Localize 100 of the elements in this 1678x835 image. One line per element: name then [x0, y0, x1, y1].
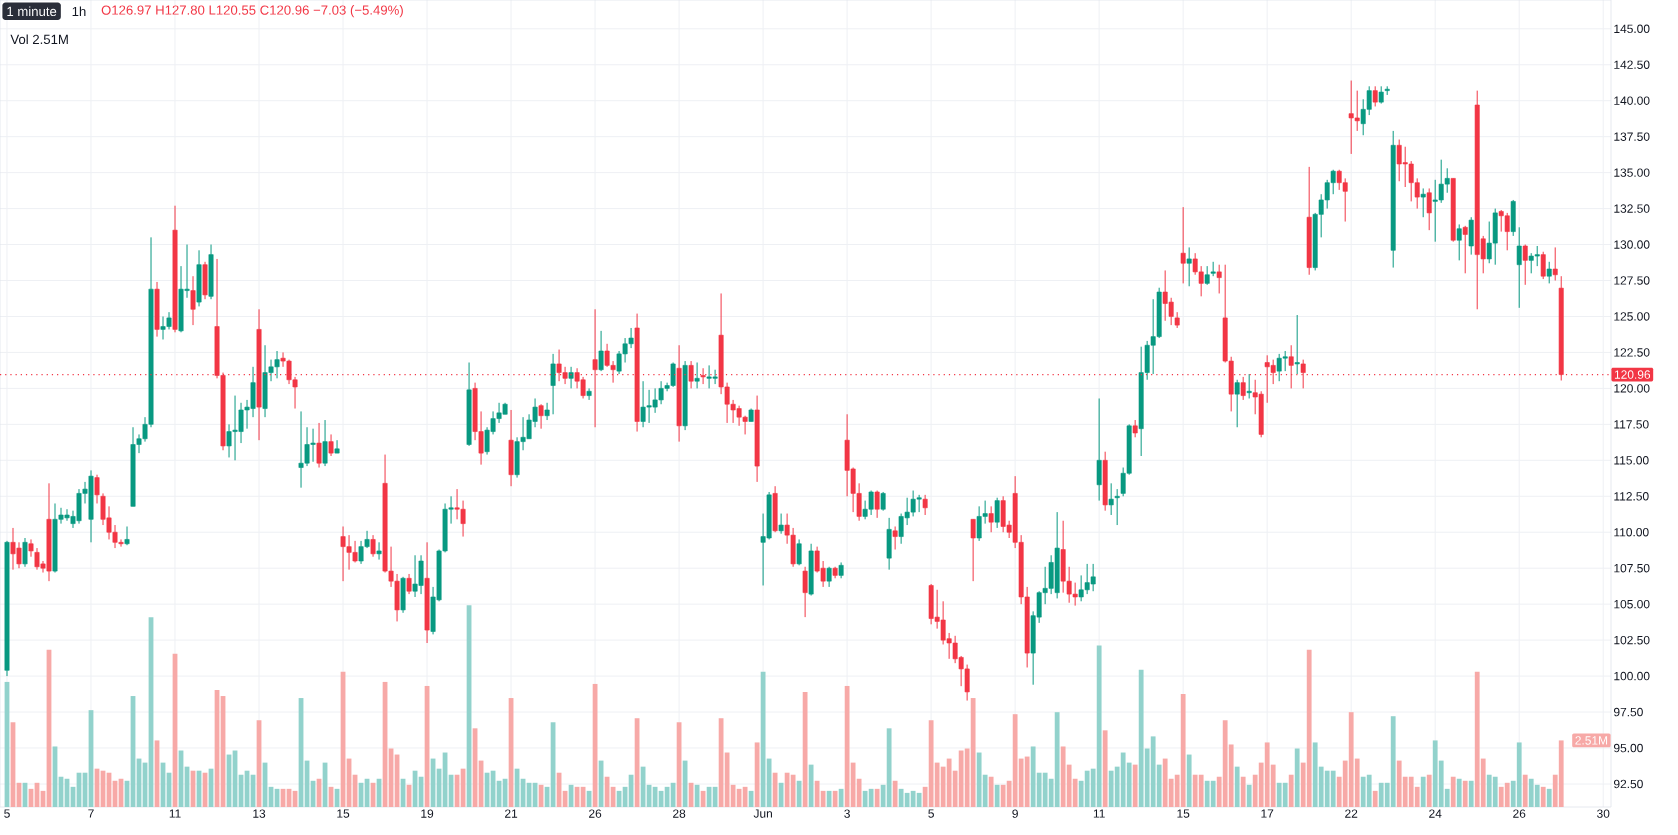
candlestick: [922, 494, 928, 516]
ref-line-label: 120.96: [1614, 370, 1651, 379]
candlestick: [892, 525, 898, 551]
x-tick-label: 24: [1429, 809, 1442, 818]
candlestick: [1522, 244, 1528, 286]
bar: [754, 742, 760, 807]
x-tick-label: 7: [88, 809, 94, 818]
x-tick-label: 28: [673, 809, 686, 818]
y-tick-label: 110.00: [1614, 528, 1649, 537]
candlestick: [370, 534, 376, 558]
candlestick: [1294, 314, 1300, 375]
candlestick: [1372, 85, 1378, 107]
candlestick: [190, 275, 196, 326]
candlestick: [1540, 251, 1546, 280]
bar: [826, 790, 832, 807]
bar: [1186, 754, 1192, 807]
candlestick: [1456, 223, 1462, 261]
bar: [1372, 790, 1378, 807]
x-tick-label: 21: [505, 809, 518, 818]
x-tick-label: 13: [253, 809, 266, 818]
candlestick: [124, 525, 130, 546]
candlestick: [550, 353, 556, 415]
candlestick: [406, 573, 412, 595]
bar: [892, 780, 898, 807]
bar: [1102, 730, 1108, 807]
candlestick: [1180, 206, 1186, 284]
x-tick-label: 15: [337, 809, 350, 818]
bar: [1132, 764, 1138, 807]
candlestick: [802, 566, 808, 618]
candlestick: [1516, 226, 1522, 309]
bar: [1462, 780, 1468, 807]
y-tick-label: 100.00: [1614, 671, 1650, 681]
bar: [796, 780, 802, 807]
candlestick: [1114, 488, 1120, 526]
bar: [748, 790, 754, 807]
y-tick-label: 127.50: [1614, 276, 1650, 285]
candlestick: [316, 422, 322, 469]
y-tick-label: 117.50: [1614, 420, 1649, 429]
candlestick: [874, 490, 880, 519]
bar: [838, 788, 844, 807]
y-tick-label: 140.00: [1614, 96, 1650, 105]
bar: [1426, 774, 1432, 807]
bar: [988, 776, 994, 807]
y-tick-label: 107.50: [1614, 563, 1650, 573]
y-tick-label: 145.00: [1614, 24, 1650, 34]
y-tick-label: 130.00: [1614, 240, 1650, 249]
bar: [1546, 788, 1552, 807]
bar: [994, 784, 1000, 807]
x-tick-label: 15: [1177, 809, 1190, 818]
bar: [802, 692, 808, 807]
x-tick-label: 17: [1261, 809, 1274, 818]
candlestick: [568, 366, 574, 389]
x-tick-label: 5: [928, 809, 934, 818]
candlestick: [826, 566, 832, 588]
candlestick: [1216, 264, 1222, 294]
candlestick: [94, 474, 100, 504]
candlestick: [988, 505, 994, 533]
bar: [694, 784, 700, 807]
candlestick: [880, 491, 886, 512]
bar: [1468, 780, 1474, 807]
y-tick-label: 112.50: [1614, 492, 1649, 501]
bar: [1294, 748, 1300, 807]
x-tick-label: 19: [421, 809, 434, 818]
candlestick: [970, 518, 976, 582]
bar: [808, 764, 814, 807]
candlestick: [1234, 379, 1240, 428]
candlestick: [28, 538, 34, 558]
candlestick: [1108, 482, 1114, 516]
bar: [1522, 774, 1528, 807]
x-tick-label: 11: [1093, 809, 1105, 818]
candlestick: [322, 419, 328, 467]
candlestick: [1240, 376, 1246, 401]
candlestick: [328, 433, 334, 457]
candlestick: [544, 402, 550, 421]
bar: [1240, 776, 1246, 807]
candlestick: [1246, 373, 1252, 399]
x-tick-label: 5: [4, 809, 10, 818]
y-tick-label: 122.50: [1614, 348, 1650, 357]
annotation: 1 minute: [7, 6, 57, 17]
candlestick: [334, 439, 340, 454]
x-tick-label: 11: [169, 809, 181, 818]
candlestick: [1426, 187, 1432, 231]
y-tick-label: 142.50: [1614, 60, 1650, 69]
candlestick: [778, 513, 784, 535]
bar: [1450, 776, 1456, 807]
x-tick-label: 30: [1597, 809, 1610, 818]
candlestick: [538, 403, 544, 430]
bar: [874, 788, 880, 807]
bar: [772, 772, 778, 807]
y-tick-label: 92.50: [1613, 779, 1643, 789]
y-tick-label: 102.50: [1614, 635, 1650, 645]
y-tick-label: 120.00: [1614, 384, 1650, 393]
y-tick-label: 97.50: [1613, 707, 1643, 717]
bar: [1456, 778, 1462, 807]
y-tick-label: 135.00: [1614, 168, 1650, 177]
y-tick-label: 132.50: [1614, 204, 1650, 213]
x-tick-label: 26: [589, 809, 602, 818]
candlestick: [1546, 261, 1552, 284]
annotation: Vol 2.51M: [10, 34, 68, 45]
candlestick: [994, 497, 1000, 529]
